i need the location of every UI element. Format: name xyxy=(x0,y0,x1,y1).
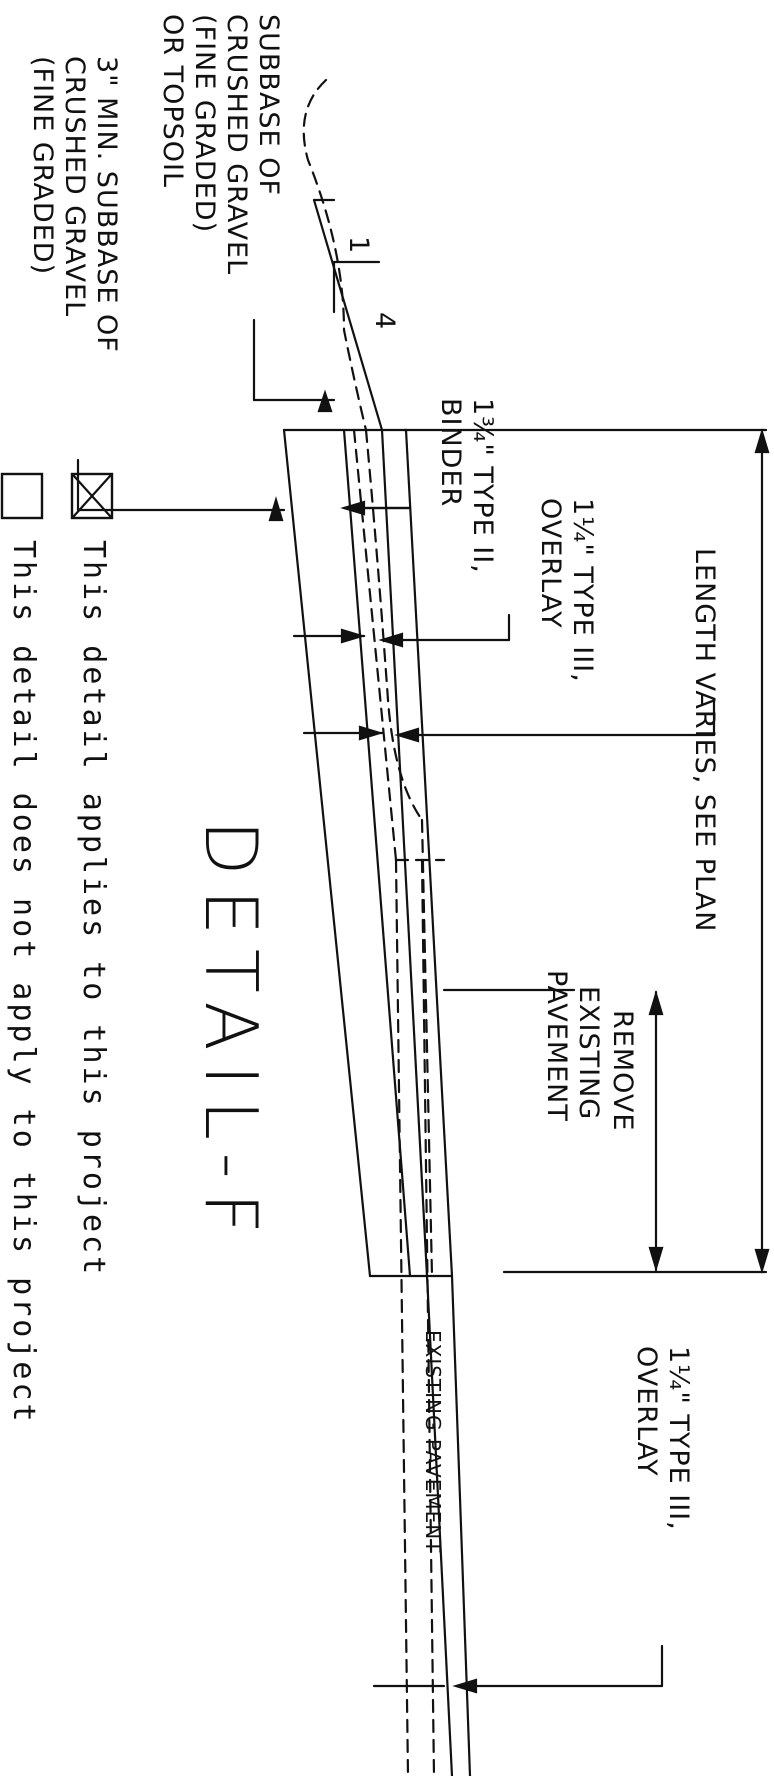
subbase-min-label-3: (FINE GRADED) xyxy=(27,56,58,275)
remove-label-3: PAVEMENT xyxy=(541,970,572,1122)
side-slope xyxy=(312,198,384,432)
applies-label: This detail applies to this project xyxy=(76,540,111,1277)
slope-run-label: 4 xyxy=(369,312,400,330)
remove-pavement-dimension xyxy=(442,988,664,1272)
subbase-min-label-1: 3" MIN. SUBBASE OF xyxy=(91,56,122,353)
remove-label-1: REMOVE xyxy=(607,1010,638,1131)
existing-ground-dashed xyxy=(302,78,446,1776)
subbase-topsoil-label-2: CRUSHED GRAVEL xyxy=(221,14,252,275)
subbase-topsoil-label-4: OR TOPSOIL xyxy=(157,14,188,188)
subbase-min-label-2: CRUSHED GRAVEL xyxy=(59,56,90,317)
pavement-section xyxy=(282,428,472,1776)
detail-title: DETAIL-F xyxy=(189,820,273,1248)
overlay-upper-label-2: OVERLAY xyxy=(535,498,566,629)
subbase-topsoil-label-3: (FINE GRADED) xyxy=(189,14,220,233)
length-dimension-label: LENGTH VARIES, SEE PLAN xyxy=(689,548,720,932)
overlay-right-label-2: OVERLAY xyxy=(631,1346,662,1477)
length-dimension xyxy=(402,428,770,1274)
not-applies-checkbox[interactable] xyxy=(0,472,44,520)
remove-label-2: EXISTING xyxy=(573,986,604,1120)
applies-checkbox[interactable] xyxy=(70,472,114,520)
overlay-right-label-1: 1¼" TYPE III, xyxy=(663,1346,694,1531)
not-applies-label: This detail does not apply to this proje… xyxy=(6,540,41,1425)
slope-rise-label: 1 xyxy=(343,236,374,254)
binder-label-1: 1¾" TYPE II, xyxy=(467,398,498,574)
leaders xyxy=(76,318,716,1694)
existing-pavement-label: EXISTING PAVEMENT xyxy=(421,1330,445,1553)
binder-label-2: BINDER xyxy=(435,398,466,507)
subbase-topsoil-label-1: SUBBASE OF xyxy=(253,14,284,196)
overlay-upper-label-1: 1¼" TYPE III, xyxy=(567,498,598,683)
